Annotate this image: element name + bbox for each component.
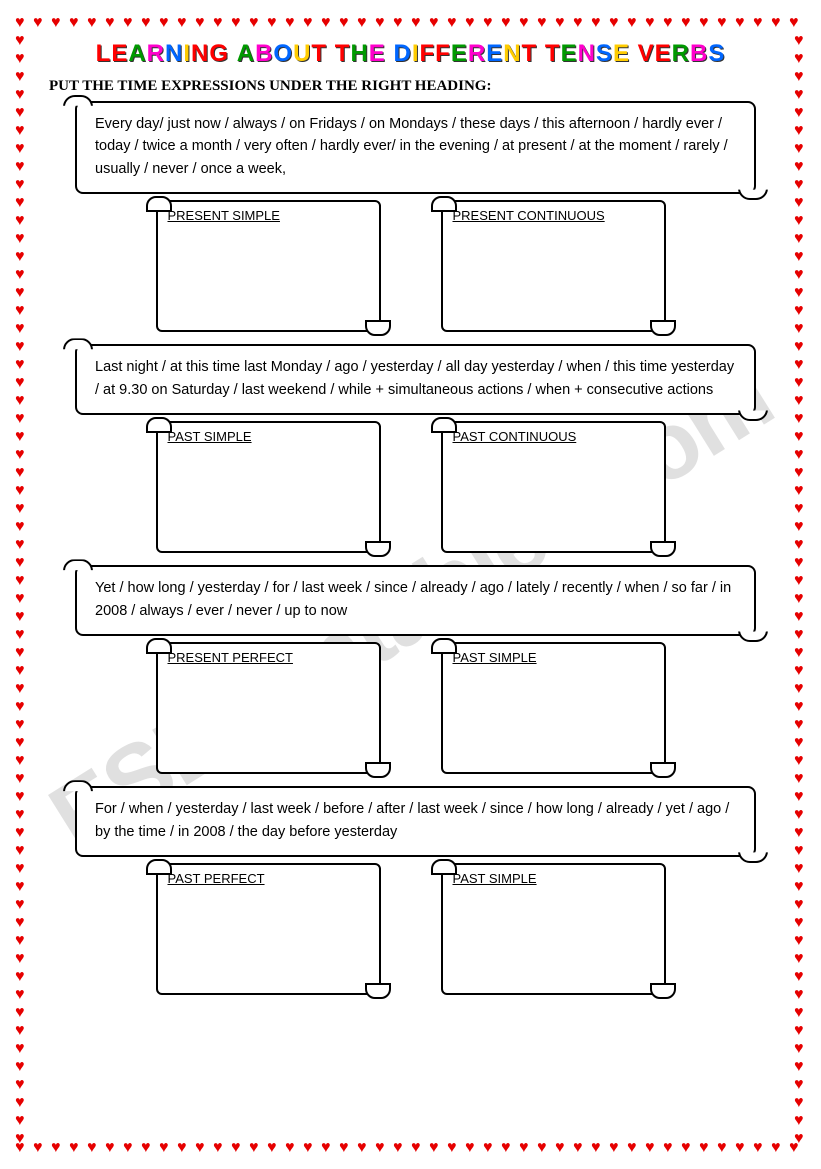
box-label: PAST PERFECT [168,871,369,886]
box-label: PAST CONTINUOUS [453,429,654,444]
boxes-row-3: PRESENT PERFECT PAST SIMPLE [45,642,776,774]
answer-box-present-continuous[interactable]: PRESENT CONTINUOUS [441,200,666,332]
section-3: Yet / how long / yesterday / for / last … [45,565,776,774]
box-label: PRESENT PERFECT [168,650,369,665]
boxes-row-4: PAST PERFECT PAST SIMPLE [45,863,776,995]
boxes-row-1: PRESENT SIMPLE PRESENT CONTINUOUS [45,200,776,332]
section-2: Last night / at this time last Monday / … [45,344,776,553]
answer-box-present-simple[interactable]: PRESENT SIMPLE [156,200,381,332]
box-label: PAST SIMPLE [453,871,654,886]
instruction-text: PUT THE TIME EXPRESSIONS UNDER THE RIGHT… [45,78,776,95]
banner-2: Last night / at this time last Monday / … [75,344,756,415]
answer-box-past-simple-3[interactable]: PAST SIMPLE [441,863,666,995]
banner-4: For / when / yesterday / last week / bef… [75,786,756,857]
banner-3: Yet / how long / yesterday / for / last … [75,565,756,636]
section-4: For / when / yesterday / last week / bef… [45,786,776,995]
banner-1: Every day/ just now / always / on Friday… [75,101,756,194]
box-label: PAST SIMPLE [453,650,654,665]
box-label: PAST SIMPLE [168,429,369,444]
answer-box-past-simple-2[interactable]: PAST SIMPLE [441,642,666,774]
answer-box-past-simple[interactable]: PAST SIMPLE [156,421,381,553]
answer-box-past-perfect[interactable]: PAST PERFECT [156,863,381,995]
worksheet-content: LEARNING ABOUT THE DIFFERENT TENSE VERBS… [45,40,776,1007]
answer-box-present-perfect[interactable]: PRESENT PERFECT [156,642,381,774]
box-label: PRESENT SIMPLE [168,208,369,223]
section-1: Every day/ just now / always / on Friday… [45,101,776,332]
box-label: PRESENT CONTINUOUS [453,208,654,223]
boxes-row-2: PAST SIMPLE PAST CONTINUOUS [45,421,776,553]
page-title: LEARNING ABOUT THE DIFFERENT TENSE VERBS [45,40,776,68]
answer-box-past-continuous[interactable]: PAST CONTINUOUS [441,421,666,553]
